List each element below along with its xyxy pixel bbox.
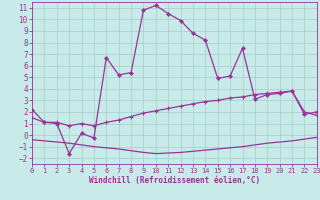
X-axis label: Windchill (Refroidissement éolien,°C): Windchill (Refroidissement éolien,°C): [89, 176, 260, 185]
